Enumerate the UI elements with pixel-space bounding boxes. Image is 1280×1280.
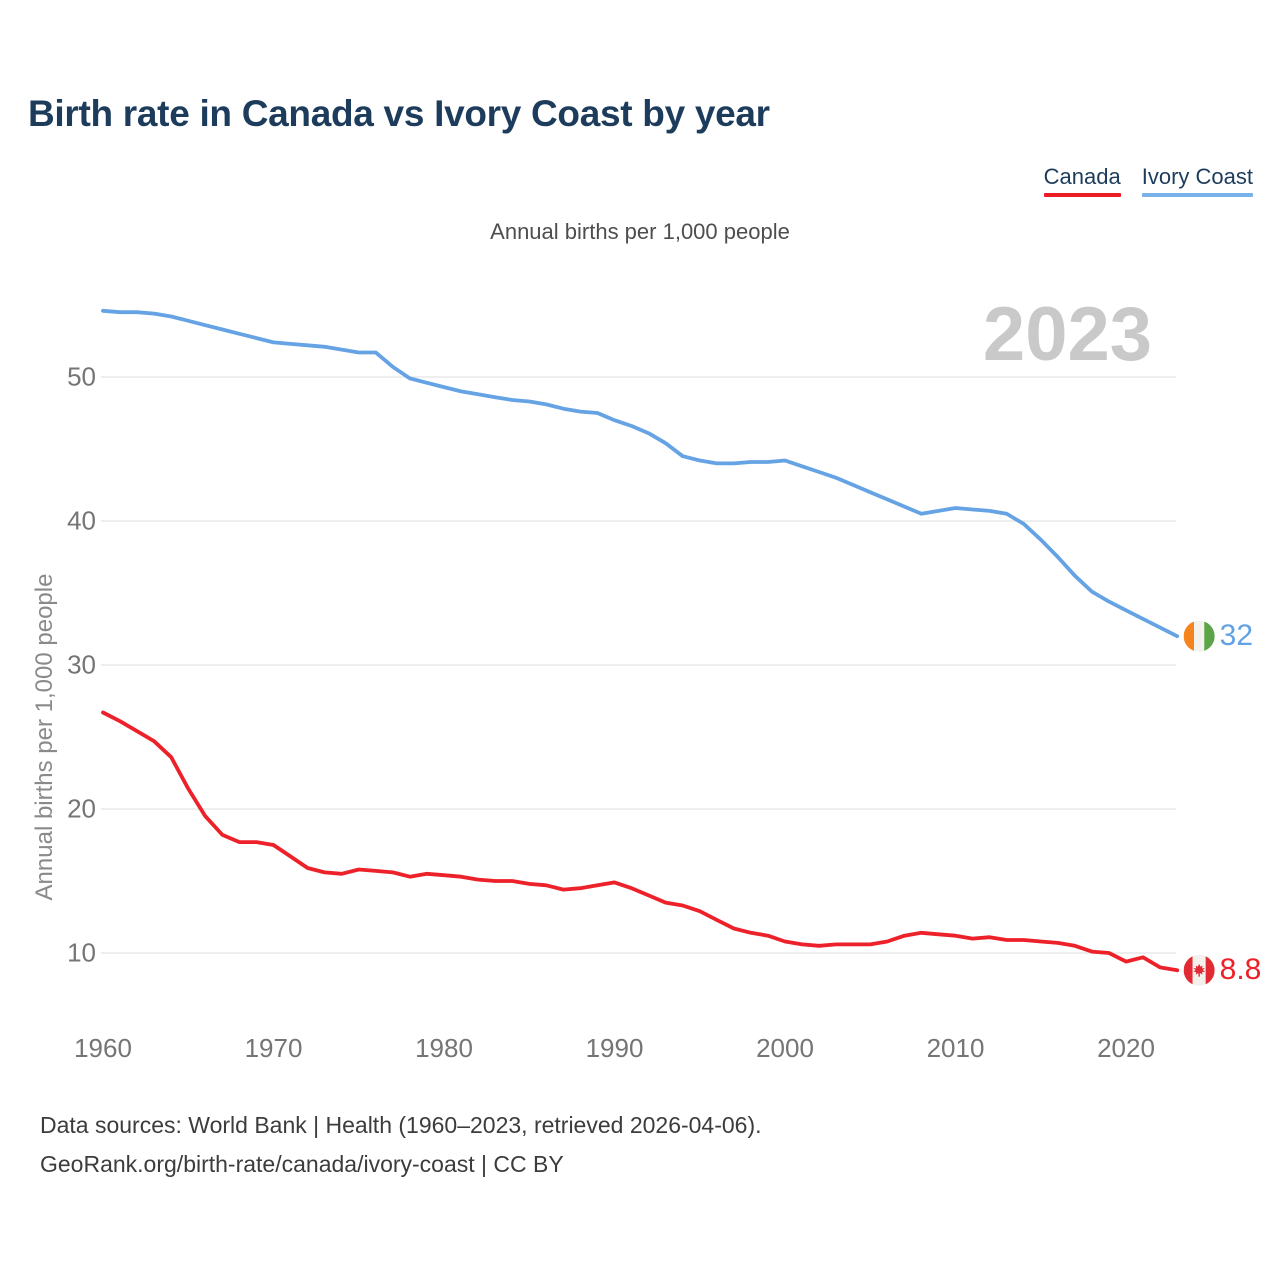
canada-flag-icon bbox=[1183, 954, 1215, 986]
end-value-ivory-coast: 32 bbox=[1219, 619, 1254, 653]
x-tick-label-1980: 1980 bbox=[415, 1033, 473, 1063]
watermark-year: 2023 bbox=[982, 292, 1152, 377]
x-tick-label-2010: 2010 bbox=[926, 1033, 985, 1063]
page-title: Birth rate in Canada vs Ivory Coast by y… bbox=[28, 93, 770, 134]
legend-underline-ivory-coast bbox=[1141, 193, 1253, 197]
x-tick-label-1990: 1990 bbox=[585, 1033, 644, 1063]
y-tick-label-40: 40 bbox=[67, 505, 96, 536]
legend-item-canada[interactable]: Canada bbox=[1043, 164, 1121, 197]
legend-item-ivory-coast[interactable]: Ivory Coast bbox=[1141, 164, 1253, 197]
legend-label-ivory-coast: Ivory Coast bbox=[1141, 164, 1253, 189]
y-tick-label-30: 30 bbox=[67, 649, 96, 680]
ivory-coast-flag-icon bbox=[1183, 620, 1215, 652]
maple-leaf-icon bbox=[1193, 963, 1205, 977]
x-tick-label-1970: 1970 bbox=[244, 1033, 303, 1063]
legend: Canada Ivory Coast bbox=[1043, 164, 1253, 197]
footer-data-sources: Data sources: World Bank | Health (1960–… bbox=[40, 1112, 762, 1138]
legend-label-canada: Canada bbox=[1043, 164, 1121, 189]
x-tick-label-2000: 2000 bbox=[756, 1033, 814, 1063]
canada-line bbox=[101, 710, 1180, 973]
x-tick-label-1960: 1960 bbox=[74, 1033, 132, 1063]
legend-underline-canada bbox=[1043, 193, 1121, 197]
footer: Data sources: World Bank | Health (1960–… bbox=[40, 1106, 762, 1184]
x-tick-label-2020: 2020 bbox=[1097, 1033, 1155, 1063]
y-tick-label-50: 50 bbox=[67, 361, 96, 392]
chart-subtitle: Annual births per 1,000 people bbox=[490, 219, 790, 244]
end-value-canada: 8.8 bbox=[1219, 953, 1262, 987]
footer-attribution: GeoRank.org/birth-rate/canada/ivory-coas… bbox=[40, 1151, 564, 1177]
y-tick-label-20: 20 bbox=[67, 793, 96, 824]
y-tick-label-10: 10 bbox=[67, 937, 96, 968]
ivory-coast-line bbox=[101, 308, 1180, 639]
gridlines bbox=[101, 376, 1176, 954]
